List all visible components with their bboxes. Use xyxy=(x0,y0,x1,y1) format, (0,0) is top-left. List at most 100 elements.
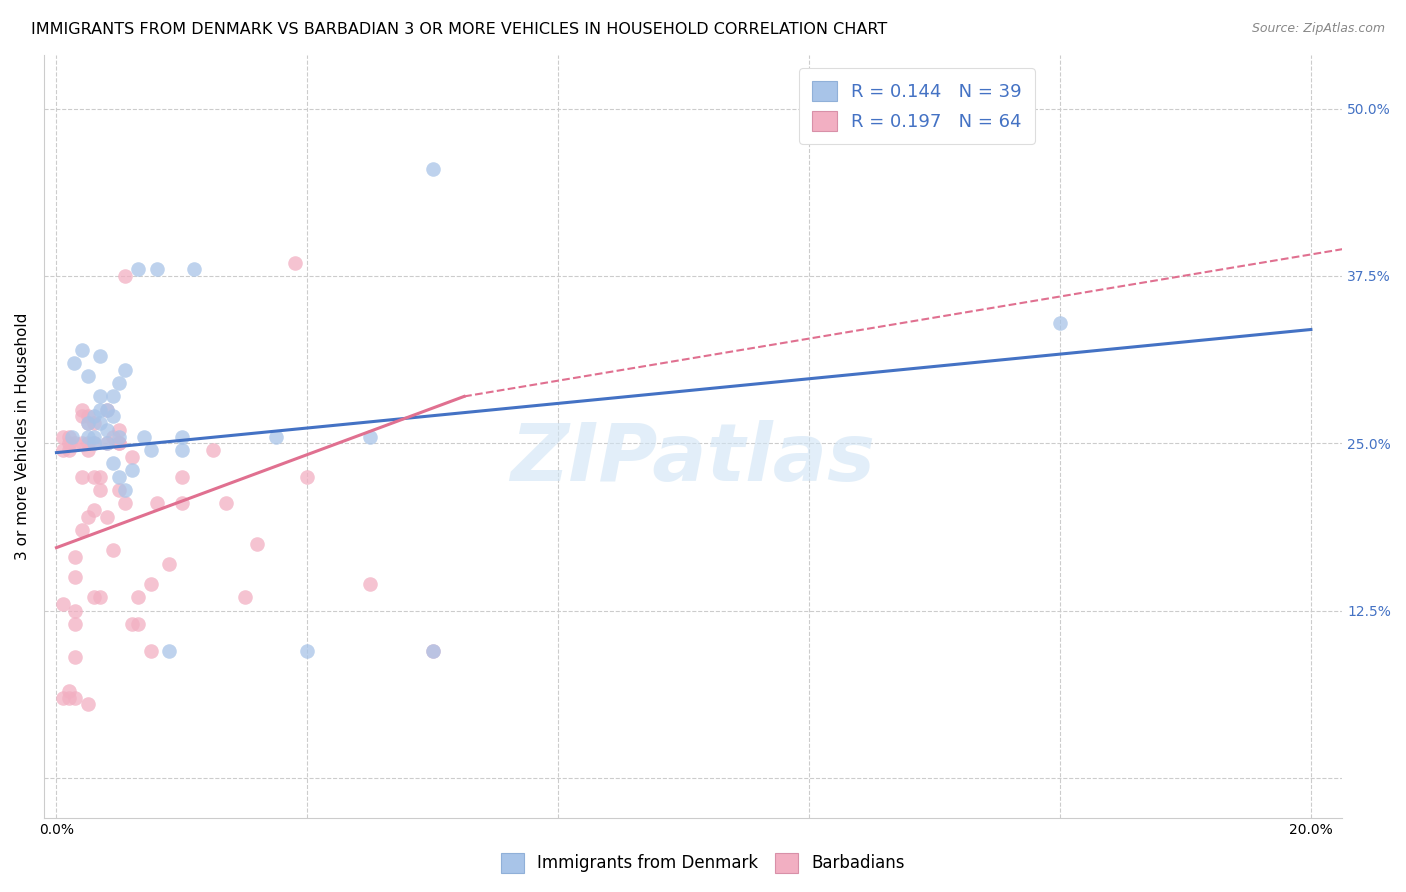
Legend: Immigrants from Denmark, Barbadians: Immigrants from Denmark, Barbadians xyxy=(494,847,912,880)
Point xyxy=(114,496,136,510)
Point xyxy=(76,429,98,443)
Point xyxy=(139,643,162,657)
Point xyxy=(121,463,143,477)
Legend: R = 0.144   N = 39, R = 0.197   N = 64: R = 0.144 N = 39, R = 0.197 N = 64 xyxy=(799,68,1035,144)
Point xyxy=(76,698,98,712)
Point xyxy=(114,268,136,283)
Point xyxy=(89,469,111,483)
Point xyxy=(108,469,131,483)
Point xyxy=(70,409,93,424)
Point xyxy=(76,509,98,524)
Point xyxy=(52,442,75,457)
Point xyxy=(359,429,381,443)
Point xyxy=(76,436,98,450)
Point xyxy=(422,643,444,657)
Point xyxy=(101,389,124,403)
Point xyxy=(202,442,225,457)
Point xyxy=(83,429,105,443)
Point xyxy=(89,402,111,417)
Point xyxy=(114,362,136,376)
Point xyxy=(96,436,118,450)
Point xyxy=(1049,316,1071,330)
Point xyxy=(101,409,124,424)
Point xyxy=(76,369,98,384)
Point xyxy=(134,429,156,443)
Point xyxy=(108,423,131,437)
Point xyxy=(76,416,98,430)
Point xyxy=(65,603,87,617)
Point xyxy=(58,684,80,698)
Point xyxy=(139,576,162,591)
Point xyxy=(170,442,193,457)
Point xyxy=(284,255,307,269)
Point xyxy=(422,643,444,657)
Point xyxy=(70,469,93,483)
Point xyxy=(170,469,193,483)
Point xyxy=(89,483,111,497)
Point xyxy=(76,416,98,430)
Point xyxy=(65,436,87,450)
Point xyxy=(297,469,319,483)
Point xyxy=(121,616,143,631)
Point xyxy=(96,436,118,450)
Point xyxy=(70,523,93,537)
Point xyxy=(114,483,136,497)
Point xyxy=(101,543,124,558)
Point xyxy=(96,402,118,417)
Point xyxy=(96,423,118,437)
Point xyxy=(422,161,444,176)
Point xyxy=(89,389,111,403)
Point xyxy=(139,442,162,457)
Point xyxy=(83,590,105,604)
Point xyxy=(70,436,93,450)
Point xyxy=(96,402,118,417)
Y-axis label: 3 or more Vehicles in Household: 3 or more Vehicles in Household xyxy=(15,313,30,560)
Point xyxy=(83,503,105,517)
Point xyxy=(89,590,111,604)
Point xyxy=(65,650,87,665)
Point xyxy=(63,356,86,370)
Text: Source: ZipAtlas.com: Source: ZipAtlas.com xyxy=(1251,22,1385,36)
Text: IMMIGRANTS FROM DENMARK VS BARBADIAN 3 OR MORE VEHICLES IN HOUSEHOLD CORRELATION: IMMIGRANTS FROM DENMARK VS BARBADIAN 3 O… xyxy=(31,22,887,37)
Point xyxy=(127,262,149,277)
Point xyxy=(52,597,75,611)
Point xyxy=(58,690,80,705)
Point xyxy=(108,436,131,450)
Point xyxy=(60,429,83,443)
Point xyxy=(127,590,149,604)
Point xyxy=(83,416,105,430)
Point xyxy=(89,349,111,363)
Point xyxy=(108,376,131,390)
Point xyxy=(146,496,169,510)
Point xyxy=(157,643,180,657)
Point xyxy=(246,536,269,550)
Point xyxy=(83,436,105,450)
Point xyxy=(65,690,87,705)
Point xyxy=(264,429,287,443)
Point xyxy=(65,616,87,631)
Point xyxy=(70,402,93,417)
Point xyxy=(170,429,193,443)
Point xyxy=(83,436,105,450)
Point xyxy=(101,456,124,470)
Point xyxy=(52,690,75,705)
Point xyxy=(58,429,80,443)
Point xyxy=(89,416,111,430)
Point xyxy=(108,483,131,497)
Point xyxy=(215,496,238,510)
Point xyxy=(108,436,131,450)
Point xyxy=(96,509,118,524)
Point xyxy=(58,442,80,457)
Point xyxy=(76,442,98,457)
Text: ZIPatlas: ZIPatlas xyxy=(510,420,876,499)
Point xyxy=(170,496,193,510)
Point xyxy=(297,643,319,657)
Point xyxy=(359,576,381,591)
Point xyxy=(58,436,80,450)
Point xyxy=(65,570,87,584)
Point xyxy=(233,590,256,604)
Point xyxy=(146,262,169,277)
Point xyxy=(83,469,105,483)
Point xyxy=(108,429,131,443)
Point xyxy=(127,616,149,631)
